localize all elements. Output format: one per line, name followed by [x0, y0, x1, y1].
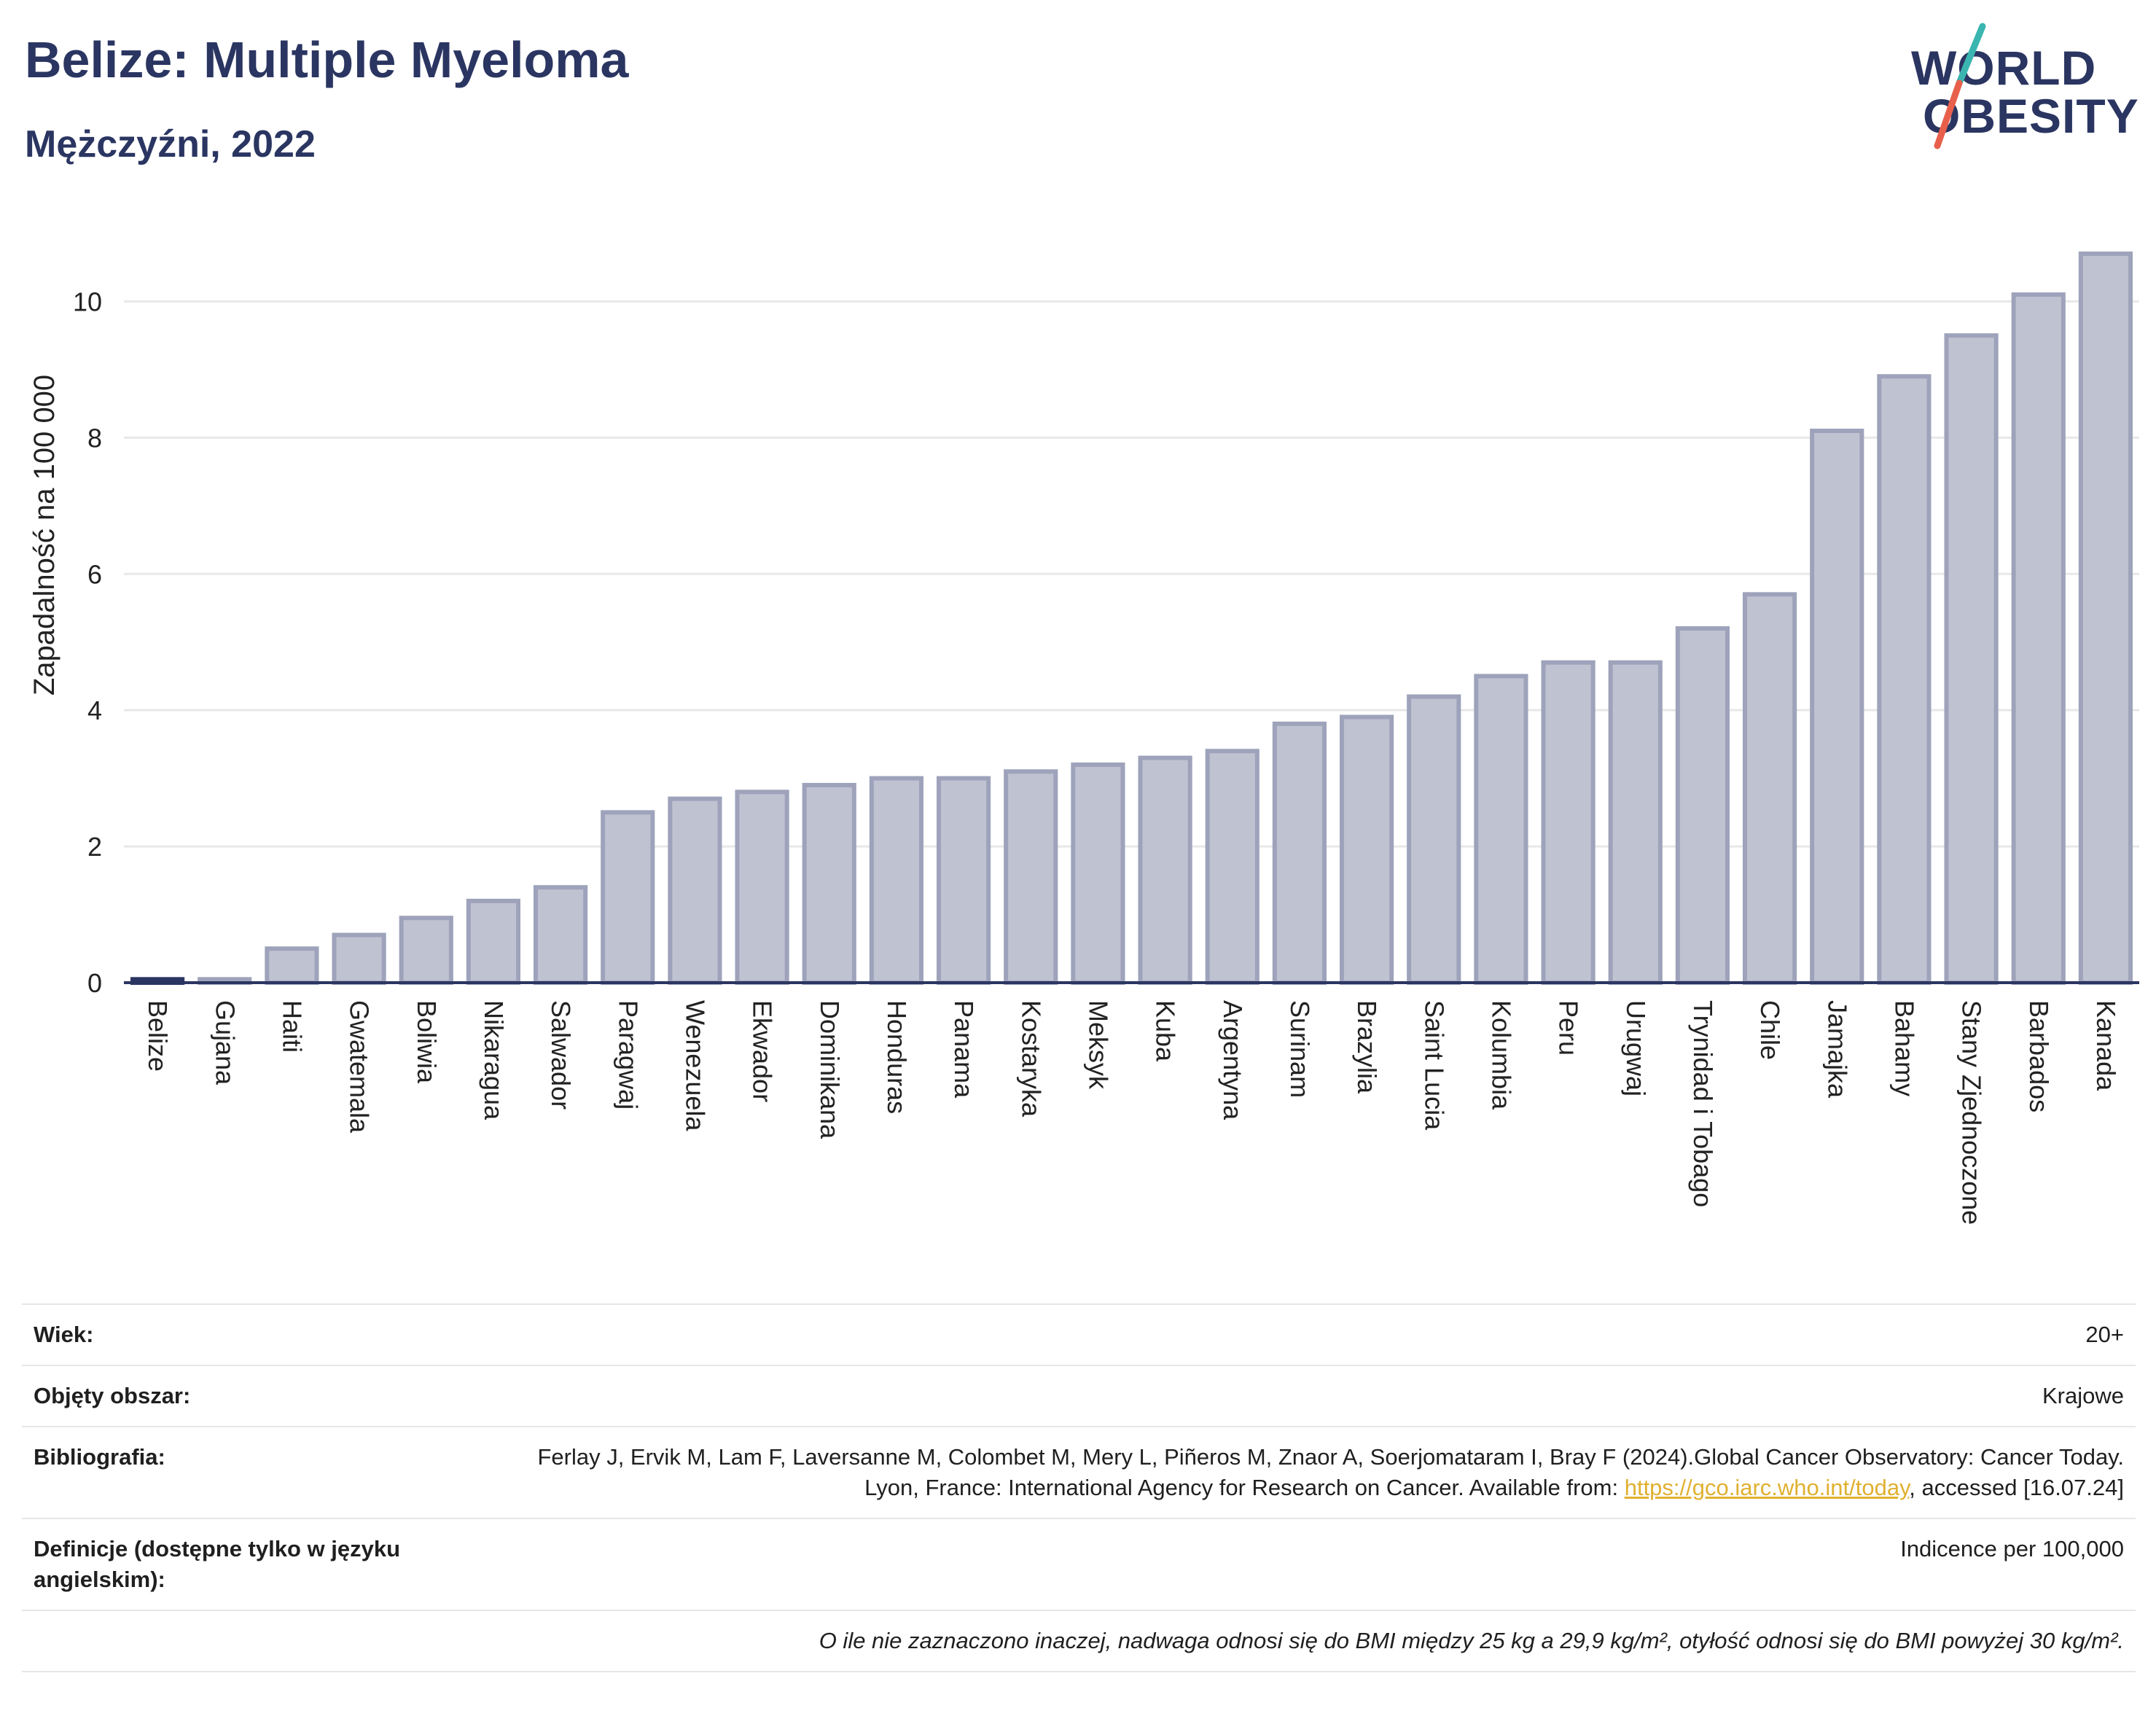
logo-line-2: OBESITY: [1923, 89, 2139, 143]
bar: [1474, 674, 1528, 985]
x-tick-label: Jamajka: [1822, 1000, 1852, 1099]
bar: [1407, 694, 1461, 985]
bibliography-tail: , accessed [16.07.24]: [1909, 1475, 2124, 1500]
x-tick-label: Dominikana: [815, 1000, 845, 1139]
bar: [1339, 714, 1394, 985]
x-tick-label: Nikaragua: [479, 1000, 509, 1120]
bmi-note: O ile nie zaznaczono inaczej, nadwaga od…: [819, 1628, 2124, 1653]
bar: [735, 789, 789, 985]
y-tick-label: 0: [87, 968, 102, 998]
bar: [399, 916, 453, 985]
x-tick-label: Wenezuela: [680, 1000, 710, 1131]
x-tick-label: Haiti: [277, 1000, 307, 1053]
x-tick-label: Kanada: [2091, 1000, 2121, 1091]
bar: [668, 796, 722, 985]
info-row-definitions: Definicje (dostępne tylko w języku angie…: [22, 1518, 2136, 1610]
bar: [1877, 374, 1932, 985]
bar: [1742, 592, 1797, 985]
x-tick-label: Paragwaj: [613, 1000, 643, 1110]
bar: [1205, 749, 1259, 985]
bar: [1138, 755, 1192, 985]
logo-line-1: WORLD: [1911, 41, 2097, 95]
bar: [1944, 333, 1999, 985]
bar: [2078, 252, 2133, 985]
info-row-coverage: Objęty obszar: Krajowe: [22, 1365, 2136, 1426]
bar: [332, 932, 386, 985]
x-tick-label: Saint Lucia: [1419, 1000, 1449, 1131]
definitions-label: Definicje (dostępne tylko w języku angie…: [34, 1536, 401, 1592]
bar: [936, 776, 991, 985]
x-tick-label: Ekwador: [748, 1000, 778, 1102]
x-tick-label: Gwatemala: [345, 1000, 375, 1134]
bar-chart: 0 2 4 6 8 10 Belize Gujana Haiti Gwatemala Boliwi…: [28, 252, 2139, 1225]
y-tick-label: 8: [87, 423, 102, 453]
bar: [1675, 626, 1730, 985]
y-tick-label: 4: [87, 695, 102, 725]
bar: [1810, 429, 1864, 985]
age-value: 20+: [2085, 1322, 2124, 1347]
bibliography-text: Ferlay J, Ervik M, Lam F, Laversanne M, …: [537, 1444, 2124, 1500]
x-tick-label: Boliwia: [412, 1000, 442, 1084]
y-tick-label: 6: [87, 559, 102, 589]
info-row-age: Wiek: 20+: [22, 1303, 2136, 1365]
y-axis-ticks: 0 2 4 6 8 10: [73, 286, 102, 998]
coverage-label: Objęty obszar:: [34, 1383, 191, 1408]
x-tick-label: Honduras: [882, 1000, 912, 1114]
bars: [130, 252, 2133, 986]
bar: [1272, 721, 1327, 985]
x-tick-label: Argentyna: [1218, 1000, 1248, 1120]
bar: [869, 776, 924, 985]
info-row-bibliography: Bibliografia: Ferlay J, Ervik M, Lam F, …: [22, 1426, 2136, 1518]
x-tick-label: Salwador: [546, 1000, 576, 1110]
page-title: Belize: Multiple Myeloma: [25, 31, 629, 88]
bar: [1608, 660, 1663, 985]
y-tick-label: 10: [73, 286, 102, 316]
age-label: Wiek:: [34, 1322, 94, 1347]
bar: [1541, 660, 1595, 985]
bar: [265, 946, 319, 985]
bar: [466, 898, 521, 985]
x-tick-label: Barbados: [2024, 1000, 2054, 1112]
coverage-value: Krajowe: [2042, 1383, 2124, 1408]
x-axis-ticks: Belize Gujana Haiti Gwatemala Boliwia Nikarag…: [143, 1000, 2121, 1225]
bar: [1071, 762, 1125, 985]
x-tick-label: Surinam: [1285, 1000, 1315, 1098]
bibliography-label: Bibliografia:: [34, 1444, 165, 1470]
info-row-note: O ile nie zaznaczono inaczej, nadwaga od…: [22, 1610, 2136, 1672]
bar: [2011, 292, 2066, 986]
x-tick-label: Kolumbia: [1486, 1000, 1516, 1110]
bar: [533, 885, 588, 986]
x-tick-label: Belize: [143, 1000, 173, 1072]
bar: [802, 782, 856, 985]
x-tick-label: Panama: [949, 1000, 979, 1099]
bar: [1004, 769, 1058, 985]
x-tick-label: Chile: [1755, 1000, 1785, 1060]
definitions-value: Indicence per 100,000: [1900, 1536, 2124, 1562]
info-table: Wiek: 20+ Objęty obszar: Krajowe Bibliog…: [22, 1303, 2136, 1672]
x-tick-label: Kuba: [1151, 1000, 1181, 1062]
x-tick-label: Peru: [1554, 1000, 1584, 1056]
x-tick-label: Gujana: [210, 1000, 240, 1085]
logo-slash-icon: [1934, 23, 1986, 149]
x-tick-label: Meksyk: [1083, 1000, 1113, 1090]
x-tick-label: Bahamy: [1889, 1000, 1919, 1096]
y-tick-label: 2: [87, 832, 102, 862]
x-tick-label: Kostaryka: [1016, 1000, 1046, 1118]
bar: [601, 810, 655, 986]
x-tick-label: Trynidad i Tobago: [1688, 1000, 1718, 1207]
grid-lines: [124, 300, 2139, 848]
x-tick-label: Brazylia: [1352, 1000, 1382, 1094]
y-axis-label: Zapadalność na 100 000: [28, 375, 60, 695]
bibliography-value: Ferlay J, Ervik M, Lam F, Laversanne M, …: [535, 1442, 2124, 1503]
bibliography-link[interactable]: https://gco.iarc.who.int/today: [1624, 1475, 1910, 1500]
x-tick-label: Urugwaj: [1621, 1000, 1651, 1096]
x-tick-label: Stany Zjednoczone: [1957, 1000, 1987, 1225]
page-subtitle: Mężczyźni, 2022: [25, 123, 316, 165]
world-obesity-logo: WORLD OBESITY: [1902, 22, 2143, 153]
